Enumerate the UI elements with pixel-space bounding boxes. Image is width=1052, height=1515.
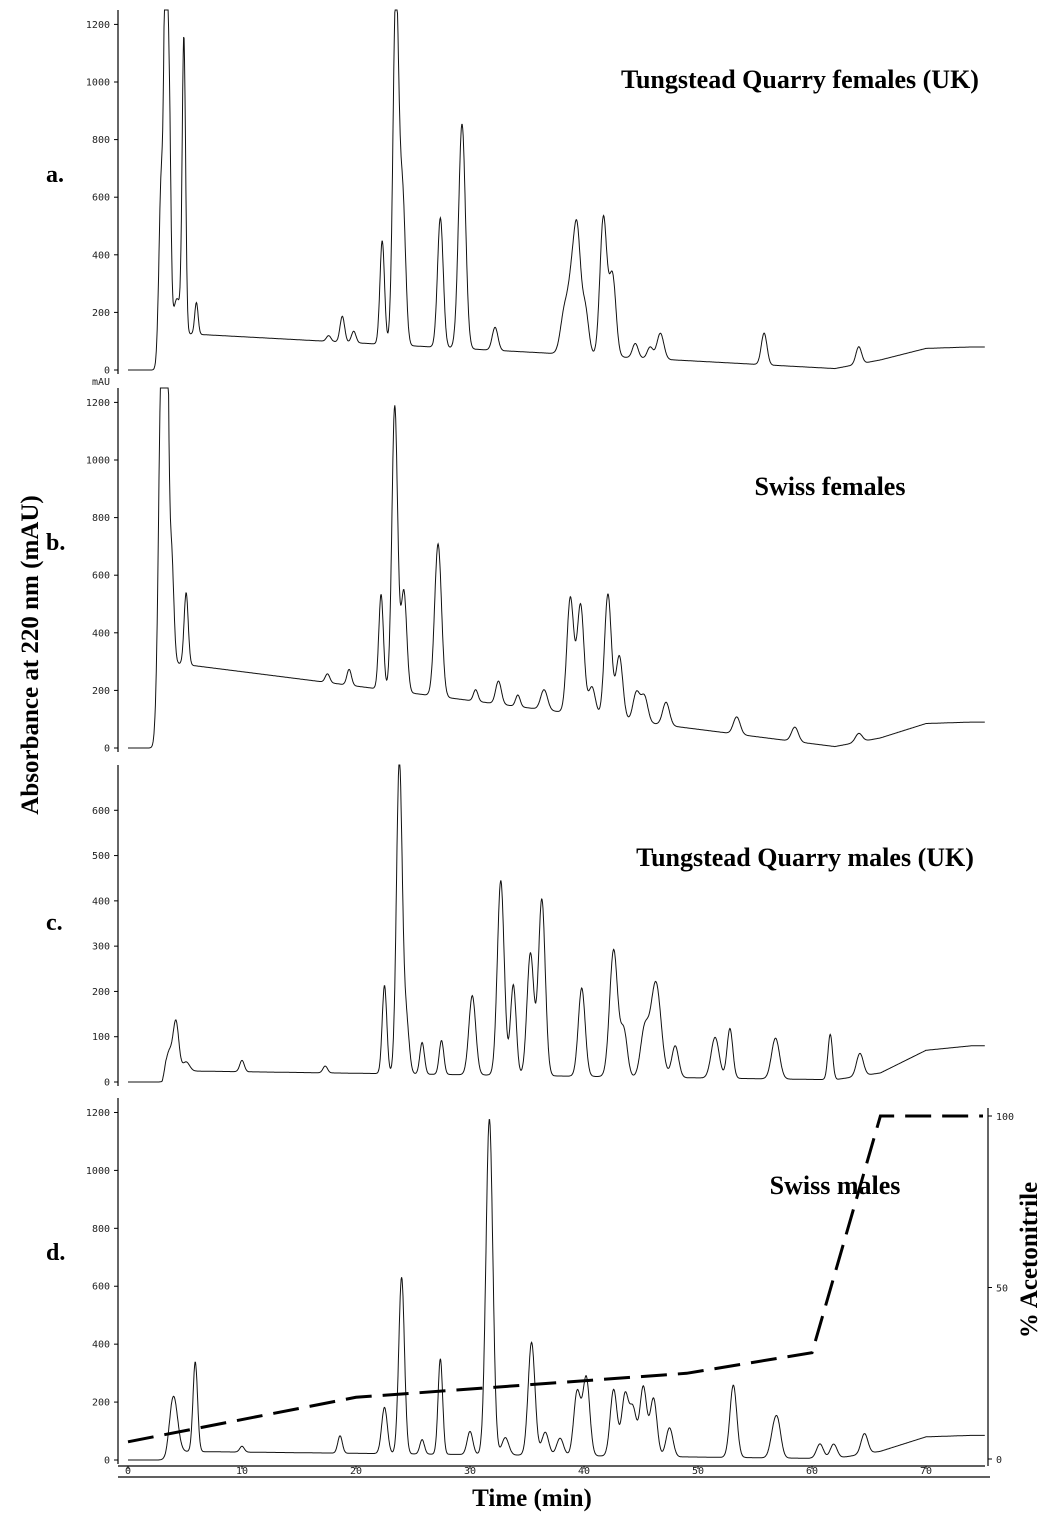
y-tick-label: 400 — [92, 628, 110, 639]
panel-title: Swiss males — [770, 1171, 901, 1200]
y-axis-label: Absorbance at 220 nm (mAU) — [17, 495, 44, 814]
y-tick-label: 400 — [92, 250, 110, 261]
y-tick-label: 400 — [92, 896, 110, 907]
y-tick-label: 1000 — [86, 456, 110, 467]
x-tick-label: 0 — [125, 1466, 131, 1477]
x-tick-label: 30 — [464, 1466, 476, 1477]
panel-letter: c. — [46, 910, 63, 936]
right-tick-label: 50 — [996, 1284, 1008, 1295]
panel-title: Tungstead Quarry females (UK) — [621, 65, 979, 94]
y-tick-label: 500 — [92, 851, 110, 862]
panel-title: Tungstead Quarry males (UK) — [636, 843, 974, 872]
y-tick-label: 200 — [92, 308, 110, 319]
x-axis-label: Time (min) — [472, 1485, 592, 1512]
panel-title: Swiss females — [755, 472, 906, 501]
panel-2: 1200 1000 800 600 400 200 0 mAU b. Swiss females — [46, 377, 985, 755]
y-tick-label: 600 — [92, 806, 110, 817]
y-tick-label: 1200 — [86, 1108, 110, 1119]
y-tick-label: 1000 — [86, 78, 110, 89]
right-axis-label: % Acetonitrile — [1016, 1182, 1043, 1338]
x-tick-label: 40 — [578, 1466, 590, 1477]
panel-letter: b. — [46, 530, 65, 556]
panel-letter: a. — [46, 162, 64, 188]
y-tick-label: 200 — [92, 686, 110, 697]
x-tick-label: 50 — [692, 1466, 704, 1477]
x-tick-label: 70 — [920, 1466, 932, 1477]
x-tick-label: 20 — [350, 1466, 362, 1477]
right-tick-label: 100 — [996, 1112, 1014, 1123]
y-tick-label: 100 — [92, 1032, 110, 1043]
y-tick-label: 600 — [92, 193, 110, 204]
chromatogram-trace — [128, 1119, 985, 1461]
y-tick-label: 600 — [92, 1282, 110, 1293]
x-tick-label: 10 — [236, 1466, 248, 1477]
chromatogram-trace — [128, 764, 985, 1083]
y-tick-label: 1200 — [86, 398, 110, 409]
x-tick-label: 60 — [806, 1466, 818, 1477]
y-tick-label: 800 — [92, 513, 110, 524]
y-tick-label: 600 — [92, 571, 110, 582]
y-tick-label: 0 — [104, 1456, 110, 1467]
y-unit-label: mAU — [92, 377, 110, 388]
y-tick-label: 0 — [104, 366, 110, 377]
panel-3: 600 500 400 300 200 100 0 c. Tungstead Quarry ma… — [46, 764, 985, 1089]
y-tick-label: 0 — [104, 1078, 110, 1089]
y-tick-label: 300 — [92, 942, 110, 953]
right-tick-label: 0 — [996, 1455, 1002, 1466]
chromatogram-trace — [128, 387, 985, 749]
acetonitrile-gradient-line — [127, 1114, 983, 1444]
y-tick-label: 400 — [92, 1340, 110, 1351]
y-tick-label: 1200 — [86, 20, 110, 31]
y-tick-label: 200 — [92, 987, 110, 998]
y-tick-label: 800 — [92, 135, 110, 146]
y-tick-label: 0 — [104, 744, 110, 755]
panel-1: 1200 1000 800 600 400 200 0 a. Tungstead Quarry … — [46, 9, 985, 377]
chromatogram-trace — [128, 9, 985, 371]
y-tick-label: 800 — [92, 1224, 110, 1235]
y-tick-label: 1000 — [86, 1166, 110, 1177]
y-tick-label: 200 — [92, 1398, 110, 1409]
panel-letter: d. — [46, 1240, 65, 1266]
